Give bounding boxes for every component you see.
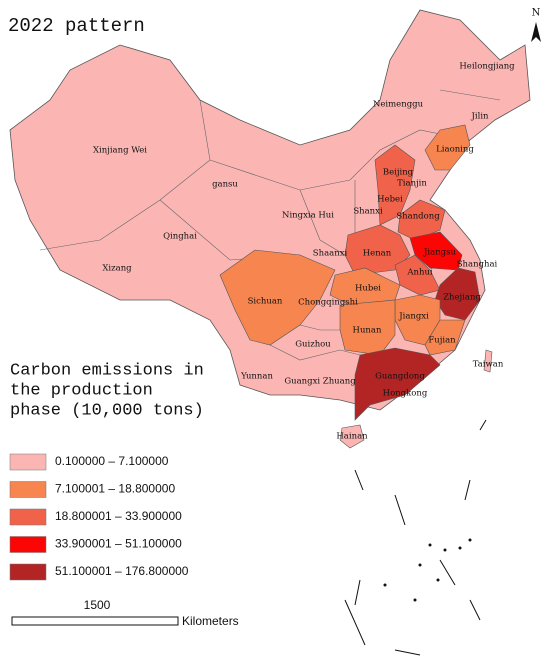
island <box>383 583 387 587</box>
province-label: Heilongjiang <box>459 62 515 72</box>
province-shape <box>483 349 493 373</box>
legend-swatch <box>9 481 47 498</box>
province-label: Hongkong <box>383 389 428 399</box>
province-shape <box>397 199 446 241</box>
legend-swatch <box>9 563 47 581</box>
province-label: Xizang <box>102 264 132 274</box>
island <box>443 548 447 552</box>
border <box>209 129 471 191</box>
legend-label: 18.800001 – 33.900000 <box>55 509 182 523</box>
province-label: Jiangsu <box>423 248 456 258</box>
province-label: Shandong <box>396 212 440 222</box>
scale-label: 1500 <box>84 598 111 612</box>
province-label: Yunnan <box>240 372 273 382</box>
legend-label: 33.900001 – 51.100000 <box>55 537 182 551</box>
province-label: Chongqingshi <box>298 298 358 308</box>
province-labels: Heilongjiang Jilin Liaoning Neimenggu Xinjia… <box>93 62 515 442</box>
boundary-dashes <box>344 419 487 656</box>
province-label: Hubei <box>355 284 381 294</box>
island <box>418 563 422 567</box>
island <box>468 538 472 542</box>
island <box>436 578 440 582</box>
south-china-sea-islands <box>344 419 487 656</box>
legend-label: 51.100001 – 176.800000 <box>55 564 189 578</box>
border <box>439 89 501 101</box>
province-label: Shanxi <box>353 207 383 217</box>
province-label: Guangxi Zhuang <box>284 377 356 387</box>
border <box>299 324 340 331</box>
province-label: Henan <box>363 249 392 259</box>
province-label: Jilin <box>470 112 489 122</box>
north-arrow-shape <box>531 22 541 42</box>
province-label: Taiwan <box>473 360 504 370</box>
island <box>413 598 417 602</box>
province-label: Zhejiang <box>443 293 481 303</box>
province-shape <box>219 249 336 346</box>
province-label: Ningxia Hui <box>282 211 334 221</box>
border <box>299 189 346 256</box>
scale-bar-rect <box>11 616 179 626</box>
province-label: Shaanxi <box>313 249 348 259</box>
province-label: Sichuan <box>248 297 283 307</box>
scale-bar: 1500 Kilometers <box>11 598 239 628</box>
map-title: 2022 pattern <box>8 15 145 37</box>
province-label: Qinghai <box>163 232 197 242</box>
province-label: Guangdong <box>375 372 425 382</box>
legend-swatch <box>9 508 47 526</box>
province-label: Jiangxi <box>398 312 429 322</box>
scale-unit: Kilometers <box>182 614 239 628</box>
border <box>269 344 361 361</box>
north-arrow: N <box>531 8 541 42</box>
province-shape <box>424 124 471 171</box>
province-shape <box>339 424 365 449</box>
province-label: Liaoning <box>436 145 474 155</box>
province-label: Tianjin <box>397 179 427 189</box>
province-label: Anhui <box>406 268 433 278</box>
province-shape <box>354 347 441 421</box>
province-label: Xinjiang Wei <box>93 146 147 156</box>
province-label: Hainan <box>336 432 368 442</box>
island <box>458 546 462 550</box>
legend-label: 7.100001 – 18.800000 <box>55 482 175 496</box>
province-label: Neimenggu <box>373 100 424 110</box>
province-label: Hebei <box>377 195 403 205</box>
province-label: Shanghai <box>457 260 498 270</box>
province-label: Beijing <box>383 168 414 178</box>
province-label: Hunan <box>353 326 382 336</box>
legend-swatch <box>9 453 47 471</box>
province-label: gansu <box>212 180 238 190</box>
legend-swatch <box>9 536 47 553</box>
province-shapes <box>219 124 493 449</box>
province-label: Fujian <box>428 336 456 346</box>
legend-title: the production <box>10 381 153 400</box>
island <box>428 543 432 547</box>
legend-label: 0.100000 – 7.100000 <box>55 454 169 468</box>
legend-title: phase (10,000 tons) <box>10 401 204 420</box>
legend-title: Carbon emissions in <box>10 361 204 380</box>
province-shape <box>374 144 416 226</box>
province-label: Guizhou <box>295 340 331 350</box>
province-shape <box>424 319 466 356</box>
north-label: N <box>532 8 541 19</box>
